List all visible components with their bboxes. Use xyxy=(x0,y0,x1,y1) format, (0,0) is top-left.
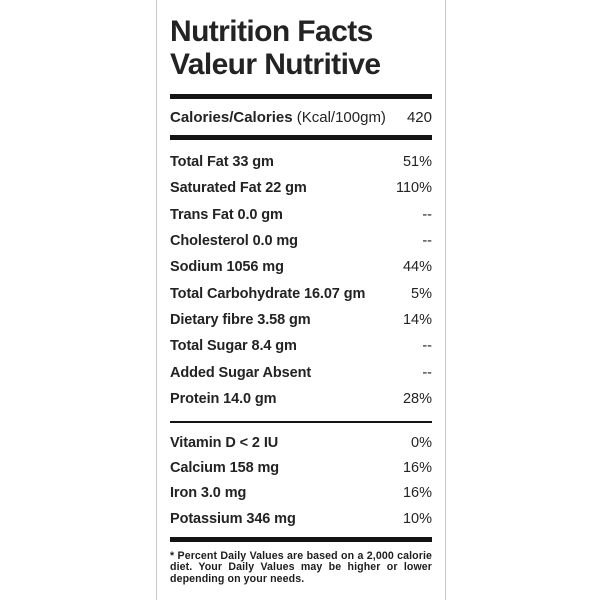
nutrient-name: Total Sugar 8.4 gm xyxy=(170,338,297,355)
nutrient-rows: Total Fat 33 gm 51% Saturated Fat 22 gm … xyxy=(170,149,432,412)
micronutrient-rows: Vitamin D < 2 IU 0% Calcium 158 mg 16% I… xyxy=(170,430,432,532)
nutrient-row: Vitamin D < 2 IU 0% xyxy=(170,430,432,455)
nutrient-row: Iron 3.0 mg 16% xyxy=(170,481,432,506)
nutrient-row: Potassium 346 mg 10% xyxy=(170,506,432,531)
nutrient-row: Dietary fibre 3.58 gm 14% xyxy=(170,307,432,333)
nutrient-daily-value: 51% xyxy=(402,154,432,171)
divider-thin-mid xyxy=(170,420,432,423)
nutrient-row: Calcium 158 mg 16% xyxy=(170,455,432,480)
nutrient-daily-value: 14% xyxy=(402,311,432,328)
nutrient-daily-value: 5% xyxy=(411,285,432,302)
nutrition-label: Nutrition Facts Valeur Nutritive Calorie… xyxy=(156,0,446,600)
nutrient-daily-value: 44% xyxy=(402,259,432,276)
nutrient-name: Total Fat 33 gm xyxy=(170,154,274,171)
nutrient-name: Iron 3.0 mg xyxy=(170,485,247,502)
nutrient-row: Sodium 1056 mg 44% xyxy=(170,254,432,280)
nutrient-name: Saturated Fat 22 gm xyxy=(170,180,307,197)
divider-thick-bottom xyxy=(170,536,432,542)
nutrient-row: Trans Fat 0.0 gm -- xyxy=(170,202,432,228)
nutrient-daily-value: -- xyxy=(422,206,432,223)
nutrient-daily-value: -- xyxy=(422,338,432,355)
daily-value-footnote: * Percent Daily Values are based on a 2,… xyxy=(170,549,432,585)
title-french: Valeur Nutritive xyxy=(170,48,381,81)
nutrient-name: Protein 14.0 gm xyxy=(170,390,277,407)
nutrient-name: Cholesterol 0.0 mg xyxy=(170,233,298,250)
nutrient-row: Total Fat 33 gm 51% xyxy=(170,149,432,175)
calories-name: Calories/Calories xyxy=(170,108,293,126)
nutrient-daily-value: 16% xyxy=(402,460,432,477)
title-english: Nutrition Facts xyxy=(170,15,373,48)
nutrient-row: Added Sugar Absent -- xyxy=(170,359,432,385)
nutrient-row: Total Sugar 8.4 gm -- xyxy=(170,333,432,359)
nutrient-row: Total Carbohydrate 16.07 gm 5% xyxy=(170,280,432,306)
calories-row: Calories/Calories (Kcal/100gm) 420 xyxy=(170,99,432,135)
nutrient-daily-value: -- xyxy=(422,364,432,381)
nutrient-daily-value: 10% xyxy=(402,510,432,527)
nutrient-daily-value: 110% xyxy=(395,180,432,197)
nutrient-row: Saturated Fat 22 gm 110% xyxy=(170,175,432,201)
nutrient-name: Added Sugar Absent xyxy=(170,364,312,381)
nutrient-daily-value: 28% xyxy=(402,390,432,407)
calories-label: Calories/Calories (Kcal/100gm) xyxy=(170,109,386,126)
nutrient-daily-value: 16% xyxy=(402,485,432,502)
calories-unit: (Kcal/100gm) xyxy=(292,108,386,126)
nutrient-name: Calcium 158 mg xyxy=(170,460,280,477)
nutrient-name: Total Carbohydrate 16.07 gm xyxy=(170,285,366,302)
nutrient-name: Vitamin D < 2 IU xyxy=(170,434,279,451)
nutrient-daily-value: -- xyxy=(422,233,432,250)
nutrient-name: Dietary fibre 3.58 gm xyxy=(170,311,311,328)
calories-value: 420 xyxy=(406,108,432,126)
divider-thick-top xyxy=(170,94,432,99)
nutrient-name: Trans Fat 0.0 gm xyxy=(170,206,283,223)
nutrient-name: Sodium 1056 mg xyxy=(170,259,284,276)
label-title: Nutrition Facts Valeur Nutritive xyxy=(170,15,432,81)
divider-thick-under-calories xyxy=(170,135,432,140)
nutrient-name: Potassium 346 mg xyxy=(170,510,296,527)
nutrient-row: Protein 14.0 gm 28% xyxy=(170,386,432,412)
nutrient-daily-value: 0% xyxy=(411,434,432,451)
nutrient-row: Cholesterol 0.0 mg -- xyxy=(170,228,432,254)
